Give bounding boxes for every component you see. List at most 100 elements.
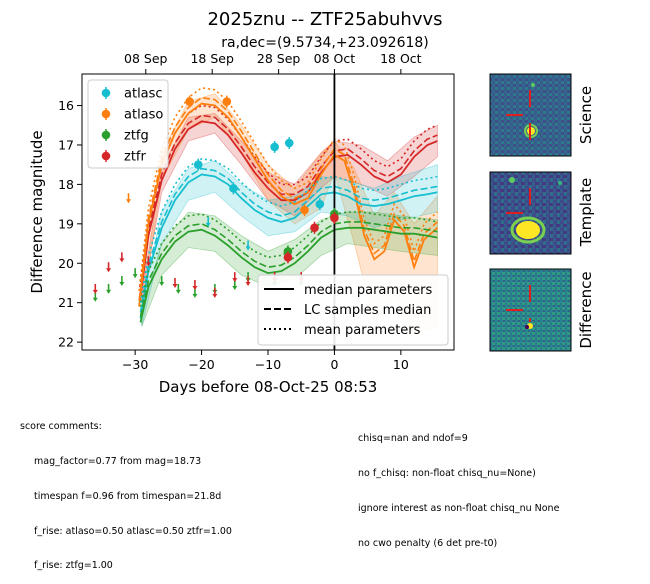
line-style-legend: median parameters LC samples median mean…: [257, 274, 449, 346]
legend-label: ztfr: [124, 150, 146, 165]
cutout-difference-label: Difference: [577, 271, 595, 348]
score-comments-right: chisq=nan and ndof=9 no f_chisq: non-flo…: [358, 410, 559, 561]
detection-marker: [330, 213, 339, 223]
legend-label: atlaso: [124, 108, 163, 123]
detection-atlaso: [300, 204, 309, 217]
legend-label: ztfg: [124, 129, 149, 144]
detection-atlaso: [185, 95, 194, 108]
upper-limit-arrow: [119, 258, 125, 263]
curve-median-atlaso: [138, 102, 438, 307]
detection-marker: [270, 142, 279, 152]
upper-limit-arrow: [245, 282, 251, 287]
curve-lc-samples-atlaso: [138, 96, 438, 301]
score-comments-header: score comments:: [20, 421, 102, 433]
legend-entry-atlaso: atlaso: [101, 108, 163, 123]
detection-atlaso: [222, 95, 232, 108]
cutout-science-label: Science: [577, 86, 595, 144]
cutout-template: Template: [489, 171, 595, 255]
upper-limit-arrow: [205, 222, 211, 227]
detection-marker: [283, 253, 293, 262]
legend-label: atlasc: [124, 87, 163, 102]
upper-limit-ztfr: [145, 256, 151, 267]
y-tick-label: 21: [58, 295, 74, 310]
legend-lc-samples-median: LC samples median: [304, 303, 431, 318]
band-ztfg: [141, 211, 438, 327]
upper-limit-atlasc: [245, 240, 251, 251]
legend-marker: [101, 151, 111, 161]
upper-limit-ztfg: [159, 276, 165, 287]
detection-atlasc: [284, 137, 294, 149]
upper-limit-ztfr: [212, 287, 218, 298]
upper-limit-arrow: [119, 282, 125, 287]
upper-limit-ztfr: [192, 279, 198, 290]
top-tick-label: 08 Oct: [314, 51, 356, 66]
upper-limit-atlasc: [205, 216, 211, 227]
detection-ztfr: [283, 251, 293, 264]
series-legend: atlasc atlaso ztfg ztfr: [87, 79, 169, 169]
comment-line: f_rise: atlaso=0.50 atlasc=0.50 ztfr=1.0…: [34, 525, 232, 537]
curve-mean-atlaso: [138, 86, 438, 291]
upper-limit-ztfr: [119, 252, 125, 263]
legend-median-parameters: median parameters: [304, 283, 432, 298]
comment-line: no cwo penalty (6 det pre-t0): [358, 537, 498, 549]
curve-median-ztfg: [139, 226, 438, 323]
y-tick-label: 18: [58, 177, 74, 192]
comment-line: mag_factor=0.77 from mag=18.73: [34, 455, 202, 467]
comment-line: chisq=nan and ndof=9: [358, 433, 468, 445]
cutout-template-label: Template: [577, 178, 595, 247]
upper-limit-ztfg: [175, 283, 181, 294]
detection-marker: [185, 97, 194, 106]
upper-limit-arrow: [92, 297, 98, 302]
upper-limit-arrow: [159, 282, 165, 287]
detection-marker: [222, 97, 232, 106]
cutout-science: Science: [489, 73, 595, 157]
curve-median-atlasc: [139, 173, 438, 319]
detection-marker: [310, 223, 319, 233]
upper-limit-arrow: [192, 293, 198, 298]
comment-line: f_rise: ztfg=1.00: [34, 560, 113, 572]
y-axis-label: Difference magnitude: [28, 130, 46, 293]
detection-marker: [229, 184, 238, 193]
x-axis-label: Days before 08-Oct-25 08:53: [159, 378, 378, 396]
x-tick-label: 0: [330, 357, 338, 372]
upper-limit-ztfr: [92, 283, 98, 294]
figure: 2025znu -- ZTF25abuhvvs ra,dec=(9.5734,+…: [28, 9, 595, 396]
legend-entry-ztfg: ztfg: [101, 129, 149, 144]
x-tick-label: −10: [255, 357, 281, 372]
comment-line: ignore interest as non-float chisq_nu No…: [358, 502, 560, 514]
upper-limit-arrow: [175, 289, 181, 294]
curve-lc-samples-atlasc: [139, 167, 438, 313]
top-tick-label: 28 Sep: [257, 51, 301, 66]
upper-limit-atlaso: [126, 193, 131, 204]
y-tick-label: 20: [58, 256, 74, 271]
x-tick-label: −20: [188, 357, 214, 372]
y-tick-label: 19: [58, 216, 74, 231]
upper-limit-ztfr: [106, 262, 112, 273]
upper-limit-arrow: [232, 285, 238, 290]
upper-limit-arrow: [106, 268, 112, 273]
legend-entry-atlasc: atlasc: [101, 87, 163, 102]
chart-title: 2025znu -- ZTF25abuhvvs: [207, 9, 442, 30]
upper-limit-ztfr: [172, 278, 178, 288]
curve-mean-ztfr: [139, 104, 438, 288]
y-tick-label: 17: [58, 137, 74, 152]
light-curve-plot: −30 −20 −10 0 10 16 17 18 19 20 21 22 08 Sep 18 Sep…: [58, 51, 455, 372]
legend-marker: [101, 130, 111, 140]
detection-ztfr: [330, 211, 339, 224]
detection-marker: [300, 205, 309, 215]
upper-limit-arrow: [245, 246, 251, 251]
upper-limit-arrow: [126, 199, 131, 204]
legend-entry-ztfr: ztfr: [101, 150, 146, 165]
upper-limit-arrow: [192, 285, 198, 290]
detection-atlasc: [193, 158, 203, 171]
upper-limit-arrow: [212, 293, 218, 298]
upper-limit-ztfr: [245, 276, 251, 287]
top-tick-label: 18 Sep: [190, 51, 234, 66]
upper-limit-ztfg: [132, 268, 138, 279]
upper-limit-arrow: [232, 278, 238, 283]
detection-marker: [193, 160, 203, 169]
legend-marker: [101, 88, 111, 98]
comment-line: timespan f=0.96 from timespan=21.8d: [34, 490, 222, 502]
x-tick-label: −30: [122, 357, 148, 372]
detection-atlasc: [315, 198, 325, 211]
